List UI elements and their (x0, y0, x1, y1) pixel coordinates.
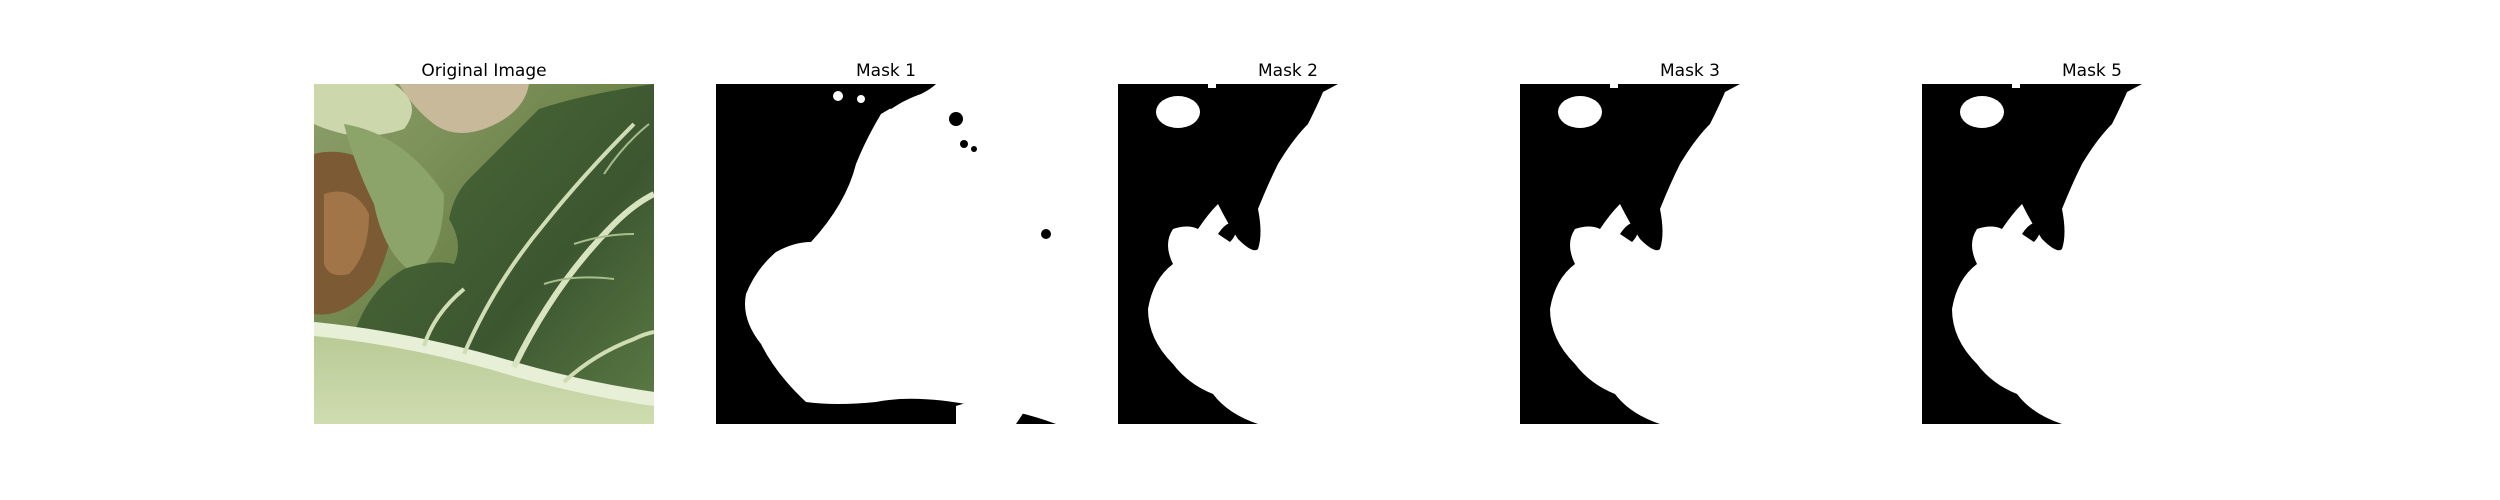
mask-2-image (1118, 84, 1458, 424)
panel-mask-3: Mask 3 (1520, 58, 1860, 424)
panel-mask-1: Mask 1 (716, 58, 1056, 424)
panel-title-mask-1: Mask 1 (855, 61, 916, 81)
panel-title-mask-2: Mask 2 (1257, 61, 1318, 81)
mask-3-image (1520, 84, 1860, 424)
panel-mask-2: Mask 2 (1118, 58, 1458, 424)
panel-original-image: Original Image (314, 58, 654, 424)
mask-1-image (716, 84, 1056, 424)
panel-title-mask-5: Mask 5 (2061, 61, 2122, 81)
panel-title-mask-3: Mask 3 (1659, 61, 1720, 81)
original-image (314, 84, 654, 424)
mask-5-image (1922, 84, 2262, 424)
panel-mask-5: Mask 5 (1922, 58, 2262, 424)
panel-title-original: Original Image (421, 61, 547, 81)
